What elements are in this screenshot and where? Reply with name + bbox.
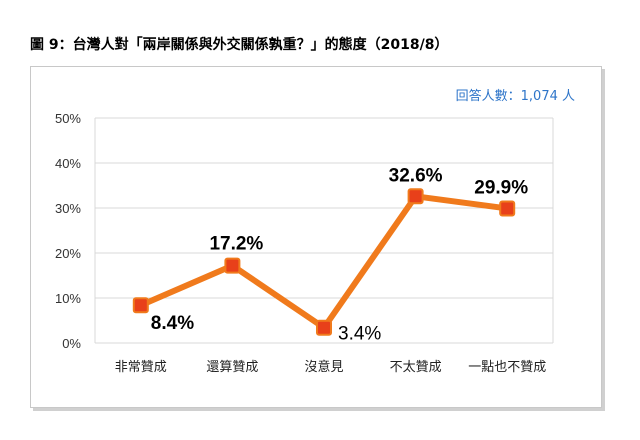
data-label: 32.6% — [389, 165, 443, 186]
x-category-label: 非常贊成 — [115, 360, 167, 375]
y-tick-label: 10% — [55, 291, 81, 306]
data-point-marker — [407, 188, 424, 205]
data-point-marker — [132, 297, 149, 314]
x-category-label: 沒意見 — [304, 359, 343, 375]
y-tick-label: 30% — [55, 201, 81, 216]
series-line — [137, 193, 511, 331]
chart-frame: 回答人數：1,074 人 0% 10% 20% 30% 40% 50% 非常贊成 還算贊成 沒意… — [30, 66, 602, 408]
y-tick-label: 40% — [55, 156, 81, 171]
line-chart: 0% 10% 20% 30% 40% 50% 非常贊成 還算贊成 沒意見 不太贊成 一點也不贊成 8.… — [55, 111, 554, 375]
x-category-label: 一點也不贊成 — [468, 360, 546, 375]
y-tick-label: 0% — [62, 336, 81, 351]
data-label: 3.4% — [338, 324, 381, 345]
data-point-marker — [499, 200, 516, 217]
data-label: 17.2% — [209, 234, 263, 255]
y-tick-label: 20% — [55, 246, 81, 261]
data-label: 8.4% — [151, 313, 194, 334]
sample-size-note: 回答人數：1,074 人 — [455, 89, 575, 104]
x-category-label: 還算贊成 — [206, 360, 258, 375]
figure-title: 圖 9：台灣人對「兩岸關係與外交關係孰重？」的態度（2018/8） — [30, 37, 449, 53]
data-point-marker — [316, 319, 332, 336]
x-category-label: 不太贊成 — [390, 360, 442, 375]
data-point-marker — [224, 257, 241, 274]
y-tick-label: 50% — [55, 111, 81, 126]
data-label: 29.9% — [474, 177, 528, 198]
